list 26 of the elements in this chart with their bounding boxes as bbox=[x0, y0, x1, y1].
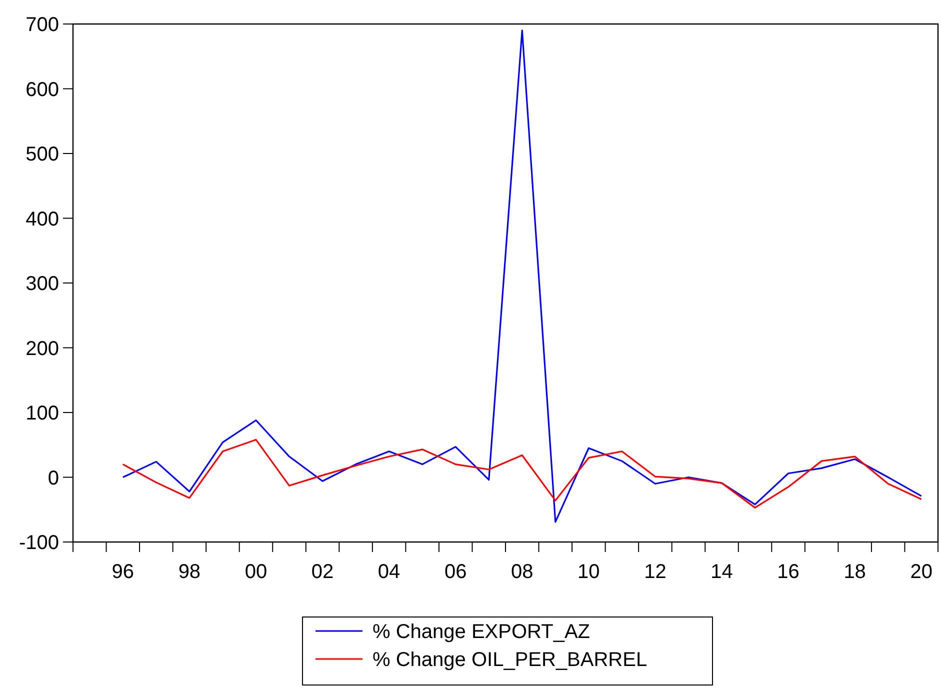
y-tick-label: 500 bbox=[26, 144, 59, 166]
x-tick-label: 16 bbox=[777, 561, 800, 583]
y-tick-label: 300 bbox=[26, 273, 59, 295]
x-tick-label: 20 bbox=[910, 561, 932, 583]
x-tick-label: 10 bbox=[578, 561, 600, 583]
x-tick-label: 00 bbox=[244, 561, 268, 583]
x-tick-label: 08 bbox=[511, 561, 534, 583]
x-tick-label: 18 bbox=[844, 561, 866, 583]
y-tick-label: 400 bbox=[26, 208, 59, 230]
y-tick-label: -100 bbox=[18, 532, 59, 554]
x-tick-label: 14 bbox=[710, 561, 733, 583]
x-tick-label: 98 bbox=[178, 561, 201, 583]
y-tick-label: 0 bbox=[48, 467, 59, 490]
line-series bbox=[122, 30, 922, 523]
x-tick-label: 96 bbox=[112, 561, 134, 583]
x-tick-label: 02 bbox=[311, 561, 334, 583]
legend-label: % Change OIL_PER_BARREL bbox=[372, 649, 648, 671]
line-series bbox=[122, 438, 922, 508]
y-tick-label: 700 bbox=[26, 14, 59, 36]
x-tick-label: 04 bbox=[378, 561, 400, 583]
y-tick-label: 200 bbox=[26, 338, 59, 360]
legend-label: % Change EXPORT_AZ bbox=[372, 621, 590, 643]
y-tick-label: 600 bbox=[26, 78, 59, 101]
x-tick-label: 06 bbox=[444, 561, 467, 583]
y-tick-label: 100 bbox=[26, 402, 59, 424]
x-tick-label: 12 bbox=[644, 561, 666, 583]
